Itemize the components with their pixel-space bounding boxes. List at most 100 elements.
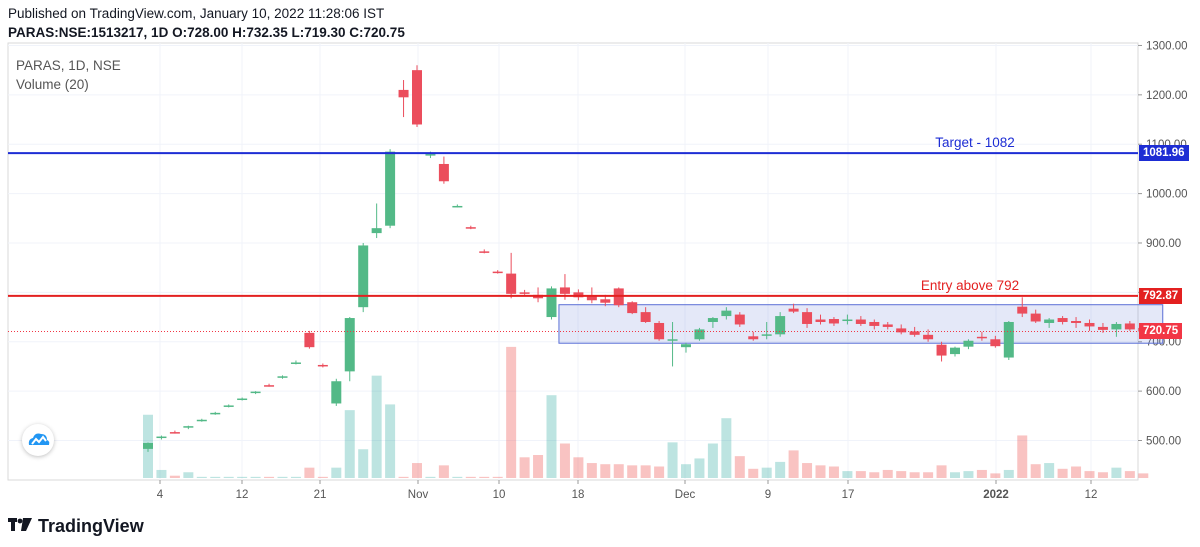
open-label: O: xyxy=(172,25,188,40)
volume-bar xyxy=(586,463,597,478)
volume-bar xyxy=(694,458,705,478)
candle-body xyxy=(815,319,826,322)
price-axis-tag: 792.87 xyxy=(1139,287,1183,304)
candle-body xyxy=(210,412,221,415)
volume-bar xyxy=(600,464,611,478)
volume-bar xyxy=(385,404,396,478)
volume-bar xyxy=(828,466,839,478)
volume-bar xyxy=(1044,463,1055,478)
candle-body xyxy=(519,292,530,294)
candle-body xyxy=(290,362,301,364)
volume-bar xyxy=(1138,473,1149,478)
y-tick-label: 700.00 xyxy=(1146,337,1181,349)
tradingview-cloud-icon[interactable] xyxy=(22,424,54,456)
candle-body xyxy=(1124,323,1135,330)
candle-body xyxy=(842,319,853,322)
volume-bar xyxy=(990,473,1001,478)
close-label: C: xyxy=(349,25,364,40)
plot-frame xyxy=(7,42,1139,481)
ohlc-readout: PARAS:NSE:1513217, 1D O:728.00 H:732.35 … xyxy=(8,25,405,40)
candle-body xyxy=(371,228,382,234)
volume-bar xyxy=(573,457,584,478)
volume-bar xyxy=(1084,471,1095,478)
volume-bar xyxy=(627,465,638,478)
volume-bar xyxy=(344,410,355,478)
candle-body xyxy=(640,312,651,322)
volume-bar xyxy=(358,449,369,478)
candle-body xyxy=(1030,313,1041,322)
volume-bar xyxy=(304,467,315,478)
volume-bar xyxy=(748,468,759,478)
volume-bar xyxy=(681,464,691,478)
candle-body xyxy=(317,364,328,367)
x-tick-label: 21 xyxy=(314,489,327,501)
volume-bar xyxy=(398,476,409,478)
volume-bar xyxy=(842,471,853,478)
candle-body xyxy=(452,205,463,208)
x-tick-label: 17 xyxy=(842,489,855,501)
candle-body xyxy=(264,385,275,387)
candle-body xyxy=(304,332,315,348)
volume-bar xyxy=(909,472,920,478)
y-tick-label: 900.00 xyxy=(1146,238,1181,250)
volume-bar xyxy=(761,467,772,478)
candle-body xyxy=(277,376,288,378)
volume-bar xyxy=(721,418,732,478)
low-value: 719.30 xyxy=(304,25,346,40)
candle-body xyxy=(882,324,893,327)
candle-body xyxy=(869,321,880,326)
volume-bar xyxy=(936,465,947,478)
candle-body xyxy=(1071,321,1082,323)
candle-body xyxy=(1084,322,1095,327)
volume-bar xyxy=(425,476,436,478)
candle-body xyxy=(667,339,678,341)
volume-bar xyxy=(613,464,624,478)
candle-body xyxy=(1097,326,1108,330)
candle-body xyxy=(546,288,557,318)
volume-bar xyxy=(855,471,866,478)
close-value: 720.75 xyxy=(363,25,405,40)
volume-bar xyxy=(196,476,207,478)
volume-bar xyxy=(1003,469,1014,478)
volume-bar xyxy=(492,476,503,478)
candle-body xyxy=(761,334,772,336)
tradingview-brand: TradingView xyxy=(8,516,144,537)
candle-body xyxy=(196,419,207,422)
y-tick-label: 1000.00 xyxy=(1146,189,1188,201)
candle-body xyxy=(788,308,799,312)
candle-body xyxy=(223,405,234,407)
candle-body xyxy=(990,339,1001,347)
volume-bar xyxy=(882,469,893,478)
volume-bar xyxy=(1124,471,1135,478)
volume-bar xyxy=(815,465,826,478)
candle-body xyxy=(936,344,947,356)
candle-body xyxy=(169,432,180,434)
y-tick-label: 1300.00 xyxy=(1146,40,1188,52)
volume-bar xyxy=(1097,472,1108,478)
volume-bar xyxy=(479,476,490,478)
candle-body xyxy=(748,336,759,340)
candle-body xyxy=(183,426,194,428)
volume-bar xyxy=(331,467,342,478)
volume-bar xyxy=(223,476,234,478)
candle-body xyxy=(828,319,839,324)
volume-bar xyxy=(1017,435,1028,478)
tradingview-logo-icon xyxy=(8,516,32,537)
candle-body xyxy=(963,340,974,347)
volume-bar xyxy=(963,471,974,478)
candle-body xyxy=(909,331,920,335)
candle-body xyxy=(506,273,517,294)
candle-body xyxy=(331,381,342,404)
volume-bar xyxy=(183,472,194,478)
volume-bar xyxy=(1071,466,1082,478)
candle-body xyxy=(1057,318,1068,322)
last-price-tag: 720.75 xyxy=(1139,323,1183,340)
volume-bar xyxy=(438,465,449,478)
candle-body xyxy=(465,227,476,229)
volume-bar xyxy=(869,472,880,478)
volume-bar xyxy=(667,442,678,478)
candle-body xyxy=(694,329,705,340)
x-tick-label: 9 xyxy=(765,489,771,501)
volume-bar xyxy=(896,471,907,478)
